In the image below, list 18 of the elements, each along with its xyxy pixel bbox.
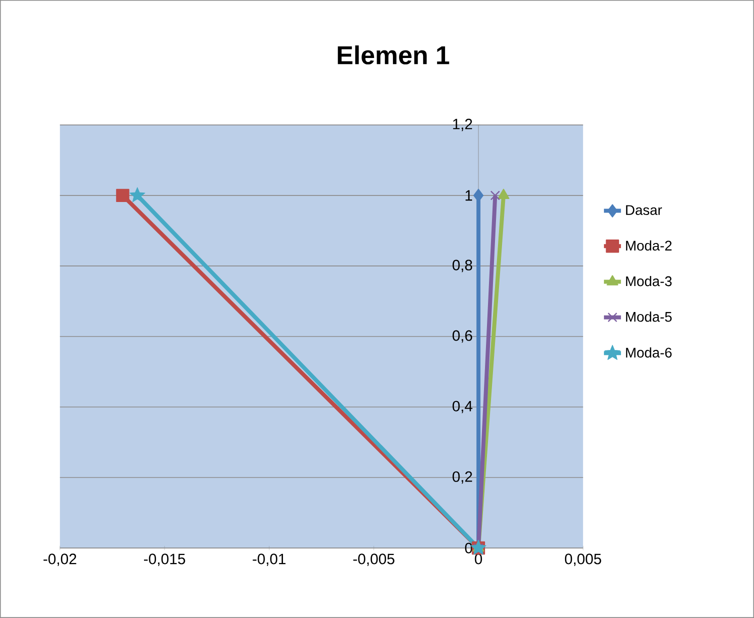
legend-label: Moda-2 [626, 240, 672, 251]
x-tick-label: 0,005 [564, 554, 602, 566]
legend-label: Moda-6 [626, 347, 672, 358]
y-tick-label: 0 [465, 542, 472, 554]
y-tick-label: 0,2 [452, 471, 472, 484]
legend-label: Dasar [626, 205, 662, 216]
y-tick-label: 0,4 [452, 400, 472, 414]
x-tick-label: -0,015 [144, 554, 186, 566]
chart-title: Elemen 1 [338, 45, 450, 64]
y-tick-label: 0,6 [452, 330, 472, 343]
y-tick-label: 0,8 [452, 260, 472, 272]
y-tick-label: 1 [466, 190, 472, 201]
x-tick-label: -0,01 [252, 554, 286, 566]
x-tick-label: -0,005 [353, 554, 394, 566]
y-tick-label: 1,2 [453, 118, 472, 132]
legend-label: Moda-3 [626, 276, 672, 286]
legend-label: Moda-5 [626, 312, 672, 322]
x-tick-label: -0,02 [44, 554, 76, 566]
